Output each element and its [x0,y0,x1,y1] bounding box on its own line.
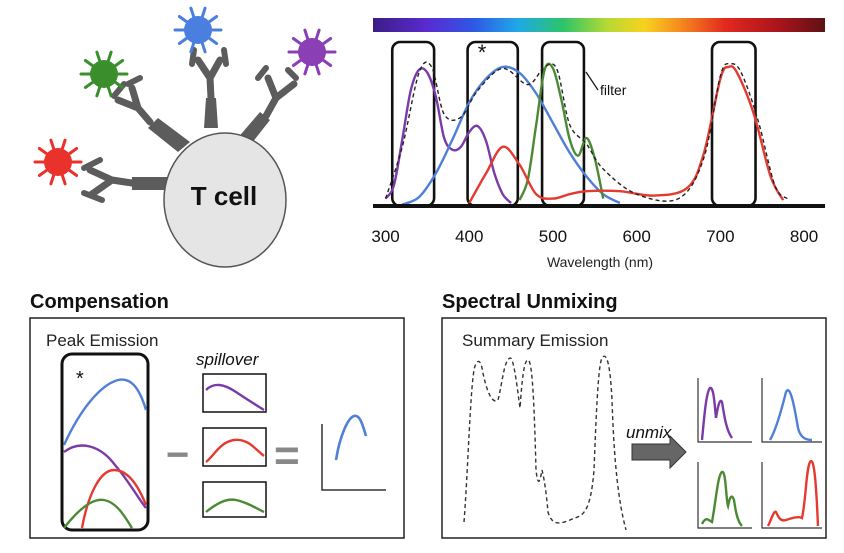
minus-sign: − [166,433,189,477]
unmixed-axes-green [697,462,752,529]
unmixed-violet-curve [700,386,734,441]
series-red-curve [468,65,785,204]
x-tick-label: 600 [622,227,650,246]
spillover-green-curve [205,498,265,514]
summary-emission-curve [463,355,627,531]
peak-green-curve [63,498,134,529]
unmixing-title: Spectral Unmixing [442,291,618,313]
spectrum-chart: 300 400 500 600 700 800 Wavelength (nm) * fil… [371,18,825,270]
filter-window-3 [540,40,586,208]
x-tick-label: 400 [455,227,483,246]
compensation-panel: Compensation Peak Emission * − spillover… [29,291,405,539]
fluorophore-star-blue [173,6,223,54]
result-axes [321,424,386,491]
antibody-blue [189,47,229,128]
unmixed-axes-blue [761,378,822,443]
antibody-green [111,75,190,152]
unmixed-blue-curve [768,389,813,442]
peak-emission-window [60,352,150,532]
fluorophore-star-red [33,138,83,186]
peak-emission-label: Peak Emission [46,331,158,350]
antibody-red [81,157,170,203]
peak-asterisk: * [76,368,84,390]
spillover-red-curve [205,438,265,463]
result-blue-curve [334,414,368,461]
peak-blue-curve [62,378,148,446]
peak-violet-curve [63,444,147,509]
tcell-panel: T cell [33,6,337,268]
summary-emission-label: Summary Emission [462,331,608,350]
tcell-label: T cell [191,181,257,211]
unmixed-red-curve [766,459,820,527]
unmixed-axes-violet [697,378,752,443]
unmixed-axes-red [761,462,822,529]
filter-window-1 [390,40,436,208]
x-tick-label: 300 [371,227,399,246]
series-green-curve [518,62,605,201]
spillover-box-red [202,427,267,467]
unmix-label: unmix [626,423,672,442]
x-tick-label: 800 [790,227,818,246]
tcell-body [163,132,287,268]
series-blue-curve [401,65,621,206]
spillover-violet-curve [205,383,265,412]
unmix-arrow [631,434,687,470]
fluorophore-star-violet [287,28,337,76]
compensation-title: Compensation [30,291,169,313]
wavelength-color-bar [373,18,825,32]
x-tick-label: 700 [706,227,734,246]
unmixed-green-curve [700,470,743,527]
filter-label: filter [600,82,627,98]
series-summary-curve [384,61,788,202]
equals-sign: = [274,431,300,480]
chart-asterisk: * [478,40,487,65]
fluorophore-star-green [79,50,129,98]
filter-pointer-line [585,71,599,91]
unmixing-panel: Spectral Unmixing Summary Emission unmix [441,291,827,539]
x-tick-label: 500 [539,227,567,246]
spillover-label: spillover [196,350,260,369]
x-axis-label: Wavelength (nm) [547,254,653,270]
